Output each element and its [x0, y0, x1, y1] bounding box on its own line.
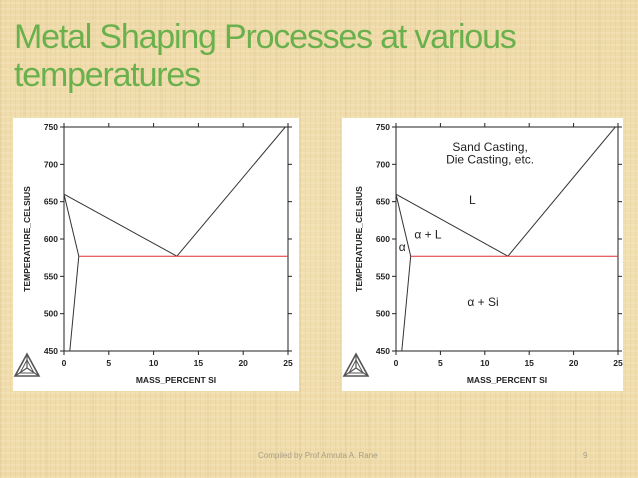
phase-boundary	[395, 193, 509, 257]
region-label: L	[469, 193, 476, 207]
x-tick-label: 0	[394, 358, 399, 368]
phase-boundary	[63, 193, 178, 257]
region-label: Sand Casting,	[452, 140, 527, 154]
y-tick-label: 700	[44, 159, 58, 169]
x-tick-label: 20	[238, 358, 248, 368]
thermocalc-logo-icon	[13, 352, 41, 377]
slide-title: Metal Shaping Processes at various tempe…	[14, 18, 517, 94]
y-tick-label: 650	[44, 197, 58, 207]
phase-diagram-annotated: 450 500 550 600 650 700 750 0 5 10 15 20 25 MASS_PERC…	[342, 118, 623, 391]
chart-left-svg: 450 500 550 600 650 700 750 0 5 10 15 20 25 MASS_PERC…	[13, 122, 293, 385]
plot-area: 450 500 550 600 650 700 750 0 5 10 15 20 25 MASS_PERC…	[342, 122, 623, 385]
y-tick-label: 600	[44, 234, 58, 244]
x-tick-label: 5	[438, 358, 443, 368]
thermocalc-logo-icon	[342, 352, 370, 377]
x-tick-label: 25	[613, 358, 623, 368]
y-tick-label: 700	[376, 159, 390, 169]
x-tick-label: 15	[194, 358, 204, 368]
x-tick-label: 0	[62, 358, 67, 368]
region-label: α	[399, 240, 406, 254]
y-tick-label: 500	[376, 309, 390, 319]
phase-boundary	[401, 256, 412, 352]
region-label: α + Si	[467, 295, 498, 309]
x-tick-label: 20	[569, 358, 579, 368]
y-tick-label: 750	[44, 122, 58, 132]
y-tick-label: 550	[44, 271, 58, 281]
phase-boundary	[176, 126, 286, 257]
region-label: Die Casting, etc.	[446, 153, 534, 167]
x-tick-label: 25	[283, 358, 293, 368]
x-axis-label: MASS_PERCENT SI	[467, 375, 547, 385]
y-tick-label: 550	[376, 271, 390, 281]
y-axis-label: TEMPERATURE_CELSIUS	[354, 186, 364, 292]
chart-right-svg: 450 500 550 600 650 700 750 0 5 10 15 20 25 MASS_PERC…	[342, 122, 623, 385]
plot-frame	[63, 126, 289, 352]
phase-boundary	[507, 126, 616, 257]
y-tick-label: 500	[44, 309, 58, 319]
region-label: α + L	[414, 227, 442, 241]
page-number: 9	[583, 451, 588, 460]
phase-boundary	[69, 256, 80, 352]
y-tick-label: 450	[44, 346, 58, 356]
x-tick-label: 10	[149, 358, 159, 368]
plot-area: 450 500 550 600 650 700 750 0 5 10 15 20 25 MASS_PERC…	[13, 122, 293, 385]
phase-boundary	[63, 194, 80, 257]
y-tick-label: 750	[376, 122, 390, 132]
y-tick-label: 650	[376, 197, 390, 207]
footer-credit: Compiled by Prof Amruta A. Rane	[258, 451, 378, 460]
y-axis-label: TEMPERATURE_CELSIUS	[22, 186, 32, 292]
y-tick-label: 600	[376, 234, 390, 244]
x-tick-label: 15	[524, 358, 534, 368]
x-tick-label: 10	[480, 358, 490, 368]
phase-diagram-plain: 450 500 550 600 650 700 750 0 5 10 15 20 25 MASS_PERC…	[13, 118, 299, 391]
y-tick-label: 450	[376, 346, 390, 356]
x-tick-label: 5	[106, 358, 111, 368]
phase-boundary	[395, 194, 412, 257]
x-axis-label: MASS_PERCENT SI	[136, 375, 216, 385]
